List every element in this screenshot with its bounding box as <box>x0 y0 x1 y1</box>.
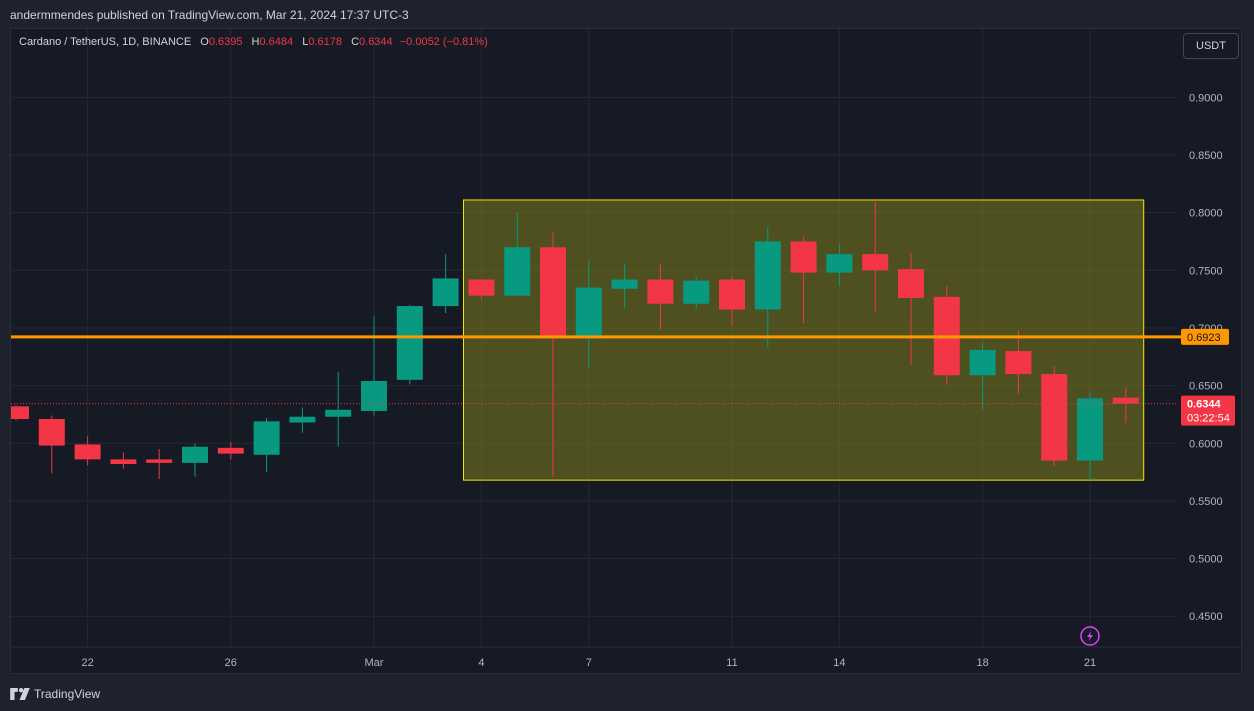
candle-up[interactable] <box>325 409 352 417</box>
publisher-line: andermmendes published on TradingView.co… <box>10 8 409 22</box>
symbol-name[interactable]: Cardano / TetherUS, 1D, BINANCE <box>19 36 192 48</box>
high-label: H <box>251 36 260 48</box>
footer-bar: TradingView <box>0 675 1254 711</box>
candle-up[interactable] <box>289 416 316 423</box>
level-price-label-bg <box>1181 328 1229 345</box>
candle-up[interactable] <box>396 306 423 380</box>
candle-down[interactable] <box>898 269 924 298</box>
candle-up[interactable] <box>504 247 531 296</box>
current-price-label: 0.6344 <box>1187 399 1222 411</box>
time-tick-label: 26 <box>225 657 237 669</box>
candle-up[interactable] <box>253 421 280 455</box>
time-tick-label: 21 <box>1084 657 1096 669</box>
candlestick-chart[interactable]: 0.45000.50000.55000.60000.65000.70000.75… <box>11 29 1242 674</box>
candle-down[interactable] <box>468 279 495 296</box>
time-tick-label: 4 <box>478 657 484 669</box>
candle-up[interactable] <box>969 349 996 376</box>
time-tick-label: 22 <box>81 657 93 669</box>
candle-down[interactable] <box>719 279 745 310</box>
symbol-legend: Cardano / TetherUS, 1D, BINANCE O0.6395 … <box>19 36 488 48</box>
time-tick-label: 11 <box>726 657 737 669</box>
candle-down[interactable] <box>38 419 65 446</box>
brand-name: TradingView <box>34 687 101 701</box>
low-value: 0.6178 <box>308 36 342 48</box>
candle-down[interactable] <box>540 247 566 339</box>
candle-down[interactable] <box>790 241 817 273</box>
bar-countdown-label: 03:22:54 <box>1187 413 1230 425</box>
price-tick-label: 0.5000 <box>1189 554 1223 566</box>
tradingview-brand[interactable]: TradingView <box>10 686 100 702</box>
candle-down[interactable] <box>74 444 101 460</box>
header-bar: andermmendes published on TradingView.co… <box>0 0 1254 28</box>
close-value: 0.6344 <box>359 36 393 48</box>
candle-down[interactable] <box>11 406 29 420</box>
time-tick-label: 18 <box>976 657 988 669</box>
candle-up[interactable] <box>683 280 710 304</box>
open-label: O <box>200 36 209 48</box>
candle-up[interactable] <box>575 287 602 339</box>
low-label: L <box>302 36 309 48</box>
time-tick-label: 7 <box>586 657 592 669</box>
candle-up[interactable] <box>1077 398 1103 461</box>
candle-down[interactable] <box>647 279 674 304</box>
price-tick-label: 0.6000 <box>1189 438 1223 450</box>
current-price-label-bg <box>1181 395 1235 426</box>
candle-down[interactable] <box>146 459 173 463</box>
high-value: 0.6484 <box>259 36 294 48</box>
open-value: 0.6395 <box>208 36 243 48</box>
tradingview-logo-icon <box>10 688 30 700</box>
candle-up[interactable] <box>432 278 459 307</box>
candle-up[interactable] <box>826 254 853 273</box>
price-tick-label: 0.8000 <box>1189 208 1223 220</box>
candle-up[interactable] <box>182 446 208 463</box>
candle-down[interactable] <box>1112 397 1139 404</box>
price-tick-label: 0.7500 <box>1189 265 1223 277</box>
candle-down[interactable] <box>862 254 889 271</box>
event-marker-icon[interactable] <box>1080 626 1100 646</box>
price-tick-label: 0.4500 <box>1189 611 1223 623</box>
close-label: C <box>351 36 360 48</box>
change-value: −0.0052 (−0.81%) <box>399 36 488 48</box>
candle-up[interactable] <box>361 380 387 411</box>
price-tick-label: 0.9000 <box>1189 92 1223 104</box>
candle-down[interactable] <box>217 447 244 454</box>
price-tick-label: 0.6500 <box>1189 381 1223 393</box>
candle-down[interactable] <box>110 459 137 465</box>
currency-button[interactable]: USDT <box>1183 33 1239 59</box>
candle-down[interactable] <box>1041 374 1068 461</box>
level-price-label: 0.6923 <box>1187 332 1221 344</box>
price-tick-label: 0.5500 <box>1189 496 1223 508</box>
candle-up[interactable] <box>754 241 781 310</box>
time-tick-label: 14 <box>833 657 845 669</box>
price-tick-label: 0.8500 <box>1189 150 1223 162</box>
lightning-bolt-icon <box>1087 631 1093 641</box>
candle-down[interactable] <box>1005 351 1032 375</box>
candle-up[interactable] <box>611 279 638 289</box>
time-tick-label: Mar <box>365 657 384 669</box>
chart-panel[interactable]: 0.45000.50000.55000.60000.65000.70000.75… <box>10 28 1242 674</box>
